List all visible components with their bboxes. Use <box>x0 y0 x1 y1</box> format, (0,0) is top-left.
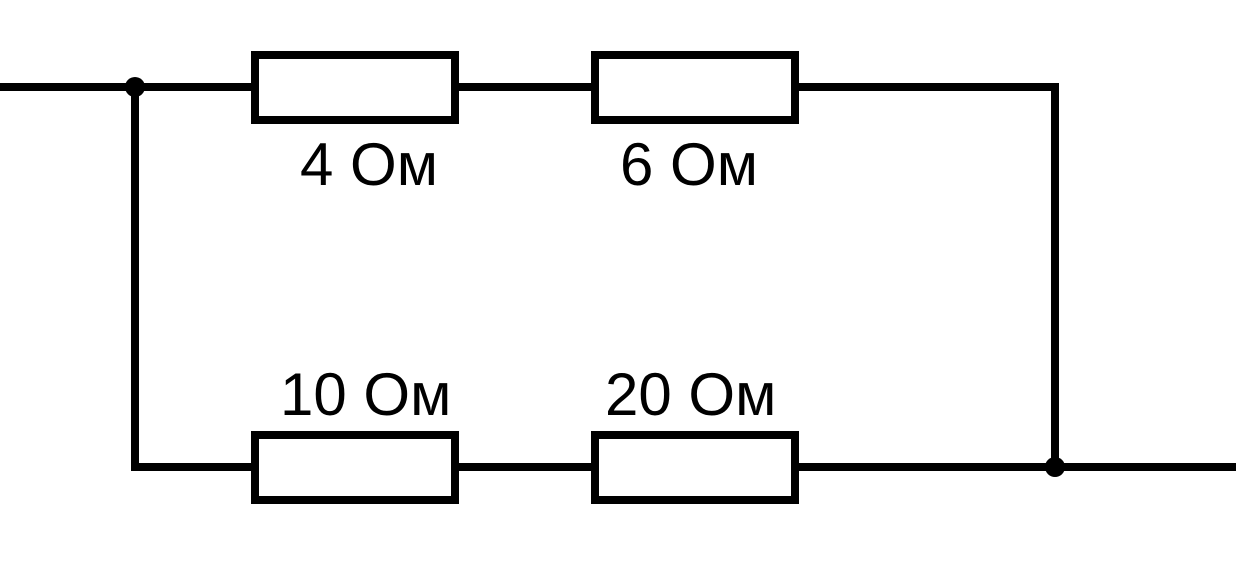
resistor-r4 <box>595 435 795 500</box>
resistor-r3-label: 10 Ом <box>280 360 451 429</box>
resistor-r3 <box>255 435 455 500</box>
circuit-svg <box>0 0 1236 581</box>
resistor-r1 <box>255 55 455 120</box>
resistor-r4-label: 20 Ом <box>605 360 776 429</box>
resistor-r1-label: 4 Ом <box>300 130 438 199</box>
resistor-r2-label: 6 Ом <box>620 130 758 199</box>
resistor-r2 <box>595 55 795 120</box>
junction-node-right <box>1045 457 1065 477</box>
junction-node-left <box>125 77 145 97</box>
circuit-diagram: 4 Ом 6 Ом 10 Ом 20 Ом <box>0 0 1236 581</box>
